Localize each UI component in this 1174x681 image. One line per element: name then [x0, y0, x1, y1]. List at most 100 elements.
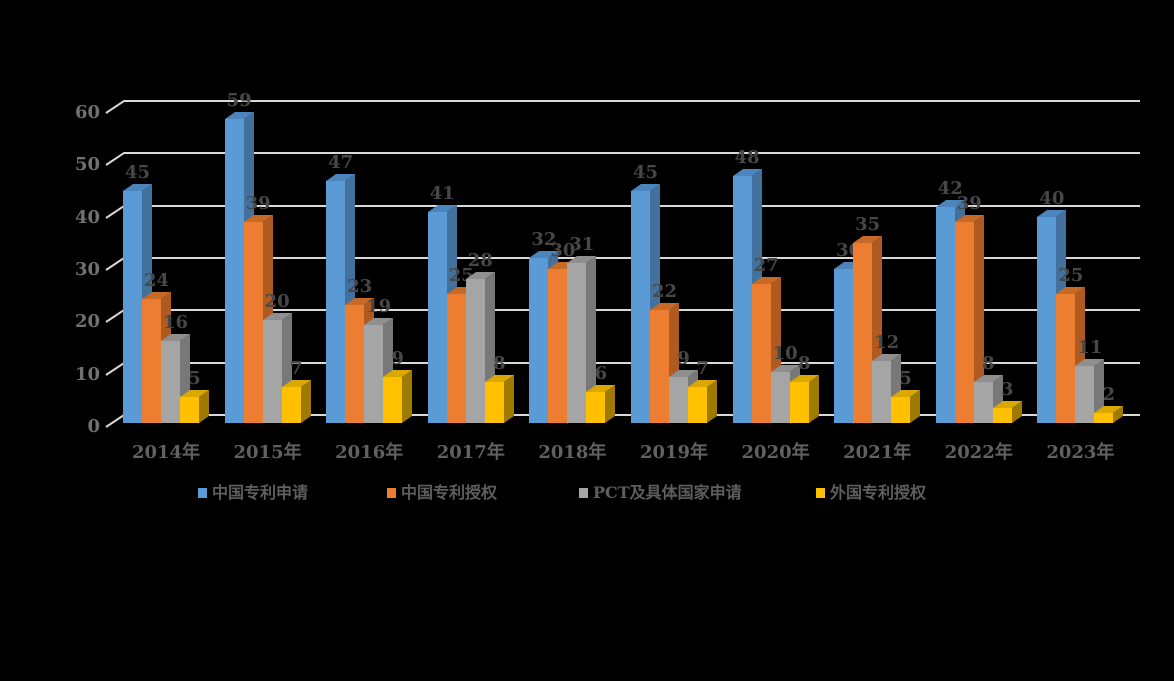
bar-s2-c8	[973, 381, 993, 423]
legend-swatch	[579, 488, 588, 498]
x-axis-label-10: 2023年	[1046, 442, 1115, 463]
bar-s1-c0	[142, 299, 161, 423]
bar-value-s0-c2: 47	[328, 151, 354, 173]
x-axis-label-1: 2014年	[131, 442, 201, 463]
bar-s2-c6	[770, 371, 790, 423]
bar-value-s1-c0: 24	[143, 270, 170, 292]
x-axis-label-6: 2019年	[639, 442, 709, 463]
bar-side-s3-c2	[402, 369, 413, 423]
y-axis-label-60: 60	[74, 102, 100, 123]
x-axis-label-2: 2015年	[233, 442, 302, 463]
bar-value-s1-c6: 27	[753, 254, 779, 276]
bar-value-s2-c2: 19	[366, 296, 392, 318]
bar-s2-c3	[465, 278, 485, 423]
bar-s3-c3	[484, 381, 504, 423]
axis-tick-30	[105, 257, 125, 271]
bar-s1-c3	[446, 294, 466, 423]
bar-value-s0-c4: 32	[531, 229, 557, 251]
bar-value-s2-c8: 8	[982, 352, 995, 374]
bar-s1-c7	[853, 242, 873, 423]
bar-s3-c9	[1094, 412, 1114, 423]
bar-s1-c1	[243, 222, 263, 423]
bar-s0-c1	[224, 119, 244, 423]
bar-s0-c7	[834, 268, 854, 423]
bar-value-s2-c1: 20	[264, 291, 290, 312]
axis-tick-60	[105, 100, 125, 114]
bar-value-s1-c8: 39	[956, 193, 982, 215]
bar-s1-c6	[751, 283, 771, 423]
bar-value-s0-c5: 45	[632, 162, 659, 184]
bar-value-s3-c7: 5	[899, 368, 912, 390]
bar-s3-c1	[281, 386, 301, 423]
bar-value-s1-c2: 23	[347, 275, 373, 297]
legend-label: 外国专利授权	[830, 483, 927, 502]
x-axis-label-7: 2020年	[741, 442, 810, 463]
bar-value-s3-c9: 2	[1102, 383, 1116, 405]
bar-s0-c2	[326, 180, 346, 423]
legend-swatch	[387, 488, 396, 498]
axis-tick-40	[105, 204, 125, 219]
bar-value-s1-c5: 22	[651, 280, 678, 302]
bar-side-s3-c1	[300, 379, 311, 423]
bar-s3-c4	[586, 392, 606, 423]
bar-s3-c7	[891, 397, 911, 423]
bar-value-s2-c3: 28	[467, 249, 493, 271]
gridline-60	[124, 100, 1140, 102]
bar-s0-c9	[1037, 217, 1057, 423]
bar-s2-c0	[161, 340, 180, 423]
x-axis-label-4: 2017年	[436, 442, 505, 463]
bar-value-s0-c0: 45	[124, 162, 151, 184]
bar-value-s3-c5: 7	[696, 357, 709, 379]
gridline-50	[124, 152, 1140, 155]
y-axis-label-10: 10	[74, 363, 100, 385]
bar-s1-c8	[954, 222, 974, 423]
bar-s0-c0	[123, 191, 142, 423]
y-axis-label-30: 30	[74, 259, 100, 280]
bar-s3-c2	[383, 376, 403, 423]
bar-s2-c1	[262, 320, 282, 423]
bar-s2-c9	[1075, 366, 1095, 423]
bar-side-s3-c3	[503, 374, 514, 423]
bar-s3-c6	[789, 381, 809, 423]
bar-value-s1-c1: 39	[245, 193, 271, 215]
y-axis-label-20: 20	[74, 311, 100, 333]
bar-value-s2-c5: 9	[677, 347, 690, 369]
x-axis-label-8: 2021年	[843, 442, 912, 463]
x-axis-label-9: 2022年	[944, 442, 1013, 463]
y-axis-label-40: 40	[74, 206, 100, 228]
bar-value-s1-c9: 25	[1058, 265, 1084, 287]
bar-s2-c4	[567, 263, 587, 423]
bar-value-s1-c4: 30	[550, 239, 576, 261]
y-axis-label-50: 50	[74, 154, 100, 176]
bar-s1-c4	[548, 268, 568, 423]
legend-label: 中国专利授权	[401, 483, 498, 502]
bar-value-s0-c6: 48	[734, 146, 760, 168]
bar-s2-c7	[872, 361, 892, 423]
bar-value-s3-c0: 5	[188, 368, 201, 390]
bar-s1-c5	[650, 309, 669, 423]
bar-value-s2-c9: 11	[1077, 337, 1103, 359]
bar-value-s3-c6: 8	[797, 352, 811, 374]
bar-value-s3-c4: 6	[594, 363, 608, 385]
axis-tick-10	[105, 361, 125, 376]
bar-s0-c5	[631, 191, 650, 423]
bar-value-s2-c4: 31	[569, 234, 595, 256]
bar-s0-c8	[935, 206, 955, 423]
axis-tick-20	[105, 309, 125, 324]
bar-s0-c3	[427, 211, 447, 423]
bar-side-s3-c6	[808, 374, 819, 423]
bar-value-s3-c1: 7	[289, 357, 303, 379]
bar-value-s3-c2: 9	[391, 347, 404, 369]
bar-value-s0-c8: 42	[937, 177, 963, 199]
legend-swatch	[198, 488, 207, 498]
legend-label: PCT及具体国家申请	[593, 483, 742, 502]
bar-value-s2-c0: 16	[162, 311, 189, 333]
x-axis-label-3: 2016年	[335, 442, 404, 463]
bar-value-s1-c7: 35	[855, 213, 881, 235]
bar-s0-c6	[732, 175, 752, 423]
bar-value-s0-c3: 41	[429, 182, 455, 204]
y-axis-label-0: 0	[87, 416, 100, 437]
legend-swatch	[816, 488, 825, 498]
bar-value-s0-c1: 59	[226, 90, 252, 112]
x-axis-label-5: 2018年	[538, 442, 607, 463]
